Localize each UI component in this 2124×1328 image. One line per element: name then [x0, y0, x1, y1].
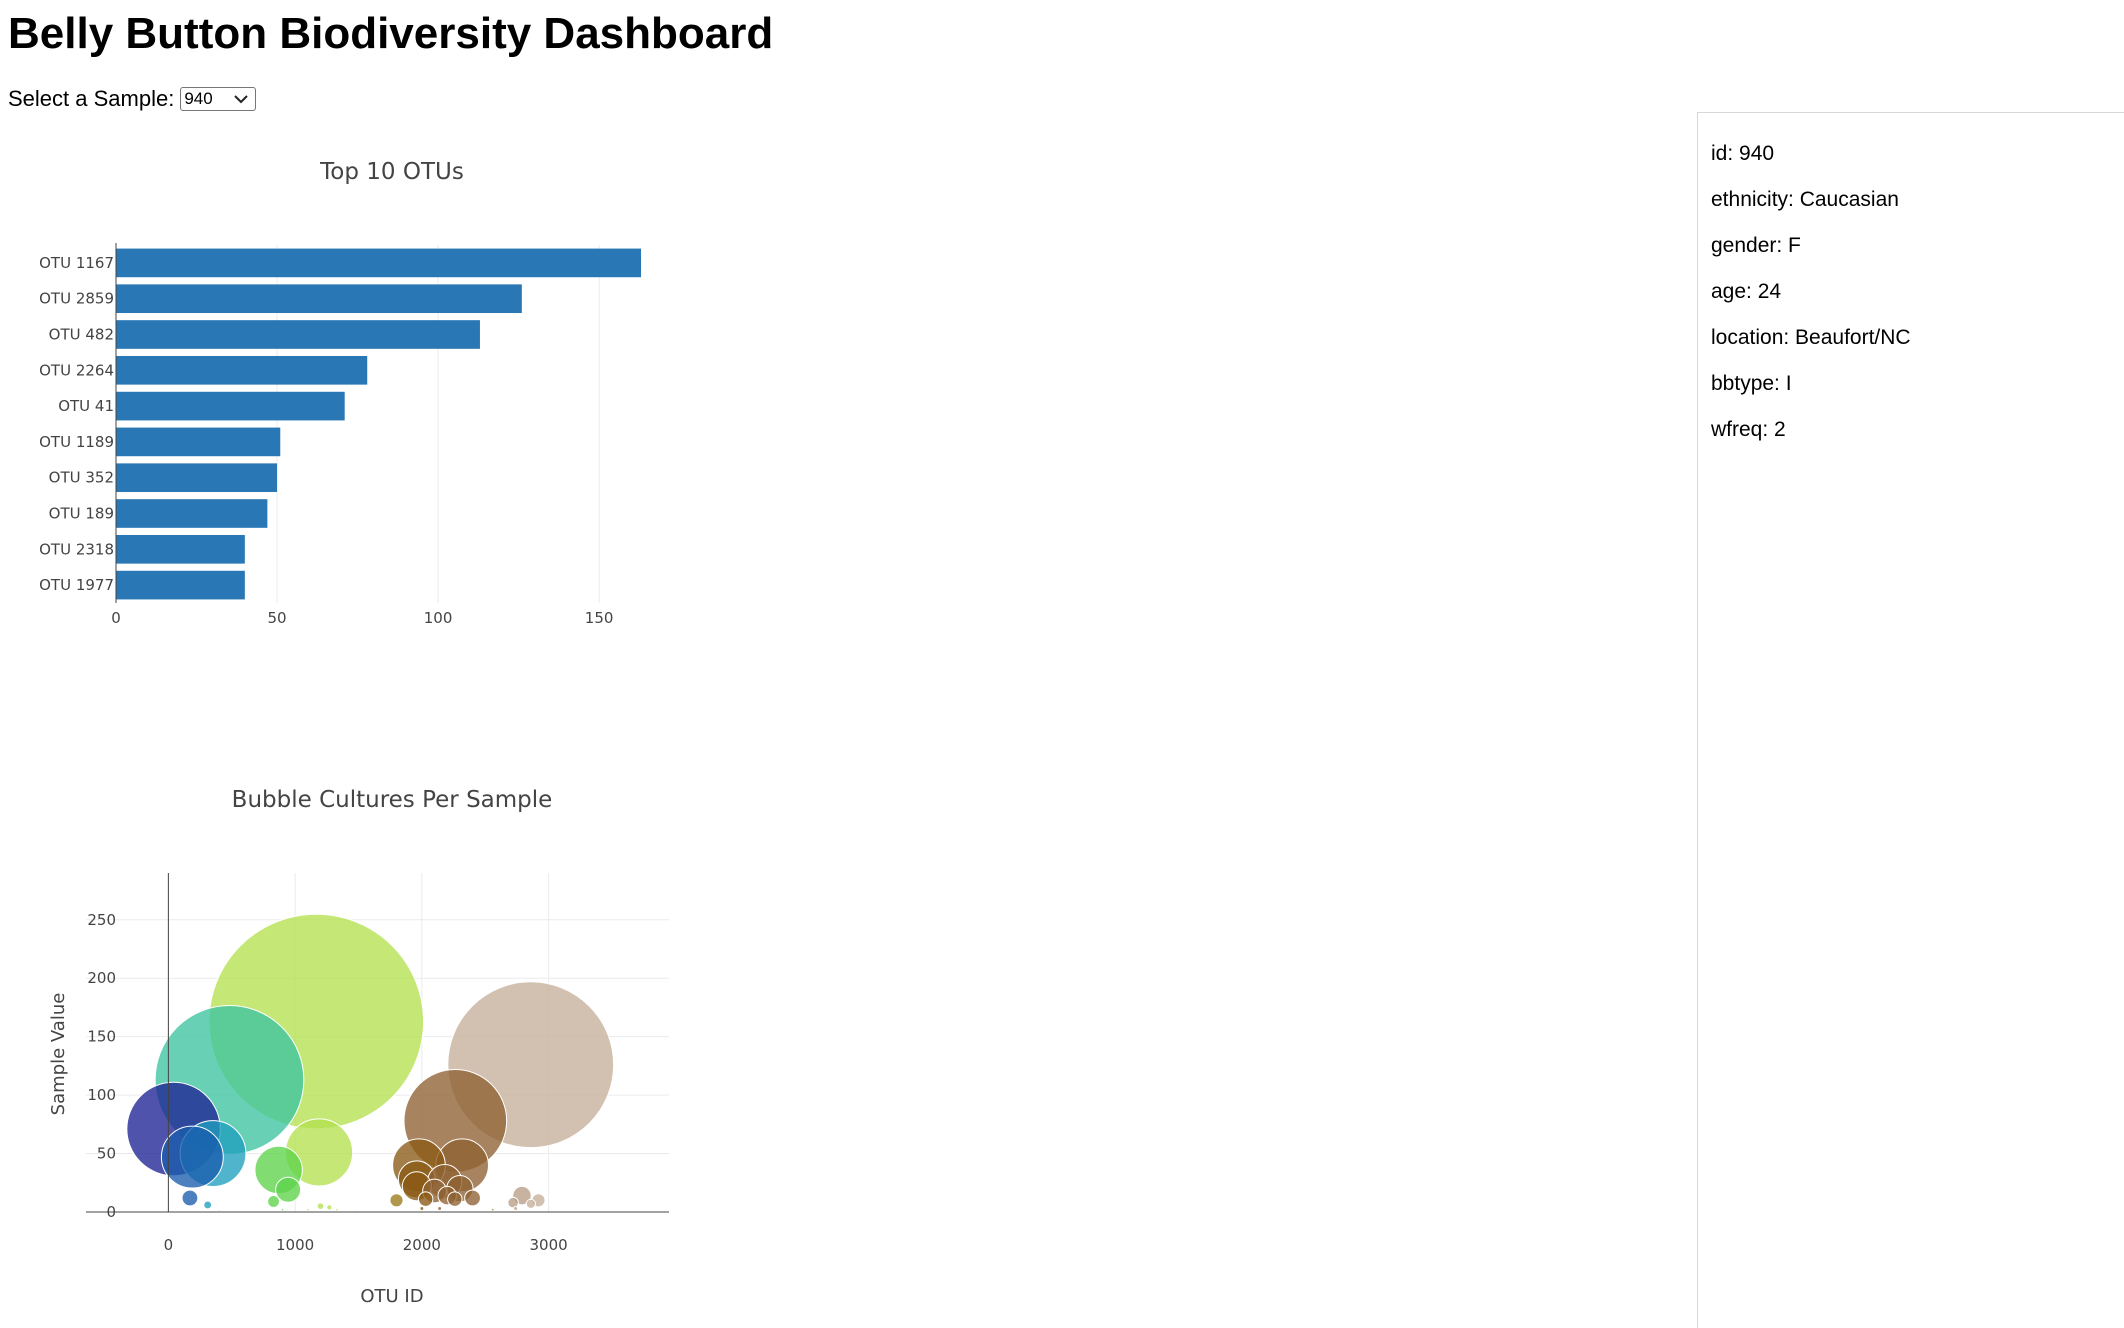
bubble	[160, 1125, 224, 1189]
bubble	[280, 1207, 285, 1212]
bar	[116, 248, 641, 278]
y-tick-label: 250	[87, 911, 116, 929]
bubble	[326, 1204, 333, 1211]
sample-metadata-panel: id: 940 ethnicity: Caucasian gender: F a…	[1697, 112, 2124, 1328]
bubble	[389, 1193, 404, 1208]
bar	[116, 463, 278, 493]
x-tick-label: 2000	[403, 1236, 441, 1254]
x-tick-label: 0	[164, 1236, 174, 1254]
bubble	[267, 1195, 280, 1208]
bubble	[354, 1209, 358, 1213]
y-axis-title: Sample Value	[48, 993, 69, 1116]
chart-title: Top 10 OTUs	[319, 159, 464, 185]
bubble	[181, 1189, 199, 1207]
bubble	[417, 1191, 434, 1207]
bubble	[464, 1189, 481, 1207]
bubble	[217, 1209, 221, 1213]
bar	[116, 427, 281, 457]
top10-otu-bar-chart: Top 10 OTUs 0 50 100 150 OTU 1167 OTU 2859 OTU …	[39, 159, 641, 627]
sample-select-dropdown[interactable]: 940	[180, 87, 257, 111]
metadata-line: bbtype: I	[1711, 372, 1792, 395]
y-tick-label: OTU 2264	[39, 361, 114, 379]
bubble	[305, 1207, 310, 1212]
y-tick-label: OTU 1977	[39, 576, 114, 594]
bar	[116, 320, 480, 349]
sample-select-label: Select a Sample:	[8, 86, 175, 111]
y-tick-label: 150	[87, 1028, 116, 1046]
bubble	[203, 1200, 213, 1210]
x-tick-label: 50	[267, 609, 286, 627]
y-tick-label: OTU 2859	[39, 290, 114, 308]
bar	[116, 391, 345, 421]
y-tick-label: OTU 352	[49, 469, 114, 487]
bar	[116, 570, 245, 600]
metadata-line: ethnicity: Caucasian	[1711, 188, 1899, 211]
metadata-line: gender: F	[1711, 234, 1801, 257]
metadata-line: location: Beaufort/NC	[1711, 326, 1911, 349]
x-tick-label: 1000	[276, 1236, 314, 1254]
x-tick-label: 3000	[530, 1236, 568, 1254]
bubble	[335, 1207, 339, 1212]
chevron-down-icon	[234, 95, 249, 104]
x-tick-label: 100	[424, 609, 453, 627]
bubble	[491, 1207, 495, 1212]
bubble	[419, 1206, 425, 1211]
sample-selector-row: Select a Sample: 940	[8, 84, 257, 114]
bubble	[316, 1202, 325, 1210]
y-tick-label: OTU 189	[49, 505, 114, 523]
y-tick-label: 50	[97, 1145, 116, 1163]
bubble	[513, 1206, 519, 1211]
y-tick-label: OTU 1189	[39, 433, 114, 451]
metadata-line: id: 940	[1711, 142, 1775, 165]
bar	[116, 534, 245, 564]
bar	[116, 284, 522, 314]
chart-title: Bubble Cultures Per Sample	[232, 787, 553, 813]
x-tick-label: 150	[585, 609, 614, 627]
bar	[116, 355, 368, 385]
bar	[116, 499, 268, 528]
y-tick-label: 200	[87, 969, 116, 987]
metadata-line: wfreq: 2	[1711, 418, 1786, 441]
bubble	[437, 1206, 443, 1211]
bubble	[447, 1191, 463, 1207]
bubble	[525, 1198, 536, 1209]
y-tick-label: 100	[87, 1086, 116, 1104]
x-tick-label: 0	[111, 609, 121, 627]
y-tick-label: OTU 41	[58, 397, 114, 415]
y-tick-label: OTU 2318	[39, 540, 114, 558]
metadata-line: age: 24	[1711, 280, 1782, 303]
x-axis-title: OTU ID	[360, 1286, 423, 1307]
bubble	[275, 1176, 302, 1203]
y-tick-label: OTU 482	[49, 326, 114, 344]
y-tick-label: OTU 1167	[39, 254, 114, 272]
bubble	[507, 1196, 519, 1209]
page-title: Belly Button Biodiversity Dashboard	[8, 9, 774, 58]
sample-select-value: 940	[184, 89, 213, 108]
